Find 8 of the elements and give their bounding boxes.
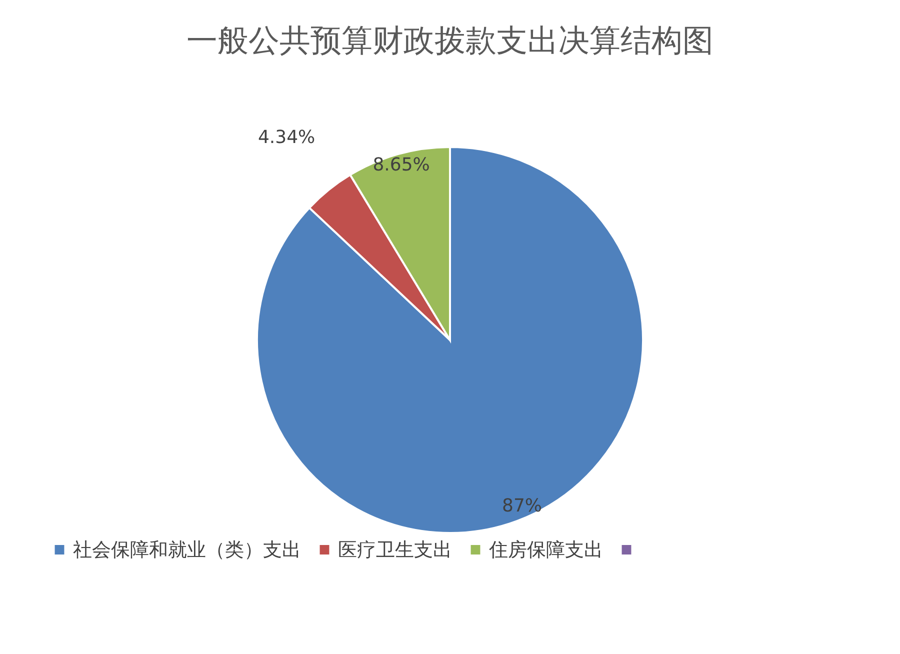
data-label: 4.34% bbox=[258, 126, 316, 148]
legend-label: 医疗卫生支出 bbox=[338, 538, 452, 561]
data-label: 8.65% bbox=[372, 154, 430, 176]
chart-title: 一般公共预算财政拨款支出决算结构图 bbox=[186, 23, 714, 59]
pie-slice bbox=[256, 146, 644, 534]
legend-label: 住房保障支出 bbox=[488, 538, 603, 561]
data-label: 87% bbox=[502, 495, 542, 516]
legend-label: 社会保障和就业（类）支出 bbox=[73, 538, 301, 561]
